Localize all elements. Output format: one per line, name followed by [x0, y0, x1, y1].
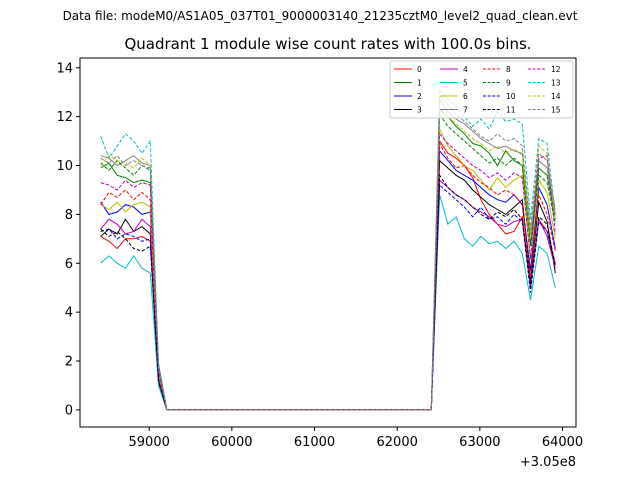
- series-line-14: [100, 105, 556, 411]
- x-tick-label: 59000: [129, 435, 170, 450]
- legend-label-1: 1: [417, 78, 422, 87]
- x-tick-label: 64000: [542, 435, 583, 450]
- legend-label-15: 15: [551, 105, 561, 114]
- legend-label-10: 10: [506, 92, 516, 101]
- y-tick-label: 2: [65, 355, 73, 370]
- x-tick-label: 60000: [211, 435, 252, 450]
- x-offset-label: +3.05e8: [520, 455, 576, 470]
- plot-frame: [79, 57, 577, 428]
- y-tick-label: 0: [65, 403, 73, 418]
- series-line-8: [100, 141, 556, 411]
- chart-title: Quadrant 1 module wise count rates with …: [124, 35, 531, 53]
- y-tick-label: 10: [56, 159, 73, 174]
- legend-label-11: 11: [506, 105, 516, 114]
- series-line-13: [100, 88, 556, 411]
- series-line-1: [100, 108, 556, 411]
- series-line-3: [100, 159, 556, 411]
- series-line-9: [100, 112, 556, 411]
- chart-suptitle: Data file: modeM0/AS1A05_037T01_90000031…: [63, 9, 578, 23]
- legend-label-12: 12: [551, 65, 561, 74]
- legend-label-6: 6: [463, 92, 468, 101]
- legend-label-14: 14: [551, 92, 561, 101]
- legend-label-5: 5: [463, 78, 468, 87]
- series-line-2: [100, 149, 556, 411]
- x-axis: 59000 60000 61000 62000 63000 64000: [129, 427, 583, 450]
- series-line-11: [100, 173, 556, 411]
- x-tick-label: 62000: [377, 435, 418, 450]
- legend-label-8: 8: [506, 65, 511, 74]
- y-tick-label: 4: [65, 306, 73, 321]
- series-line-12: [100, 132, 556, 411]
- legend-label-7: 7: [463, 105, 468, 114]
- series-line-0: [100, 139, 556, 411]
- legend-label-13: 13: [551, 78, 561, 87]
- legend-label-0: 0: [417, 65, 422, 74]
- y-tick-label: 12: [56, 110, 73, 125]
- legend-label-2: 2: [417, 92, 422, 101]
- legend-frame: [389, 60, 574, 119]
- series-line-7: [100, 97, 556, 411]
- legend-label-9: 9: [506, 78, 511, 87]
- series-layer: [100, 88, 556, 411]
- y-tick-label: 6: [65, 257, 73, 272]
- series-line-6: [100, 128, 556, 411]
- series-line-10: [100, 184, 556, 411]
- legend-label-4: 4: [463, 65, 468, 74]
- y-axis: 0 2 4 6 8 10 12 14: [56, 61, 80, 418]
- x-tick-label: 63000: [459, 435, 500, 450]
- y-tick-label: 14: [56, 61, 73, 76]
- y-tick-label: 8: [65, 208, 73, 223]
- legend-label-3: 3: [417, 105, 422, 114]
- x-tick-label: 61000: [294, 435, 335, 450]
- series-line-4: [100, 179, 556, 411]
- series-line-5: [100, 194, 556, 411]
